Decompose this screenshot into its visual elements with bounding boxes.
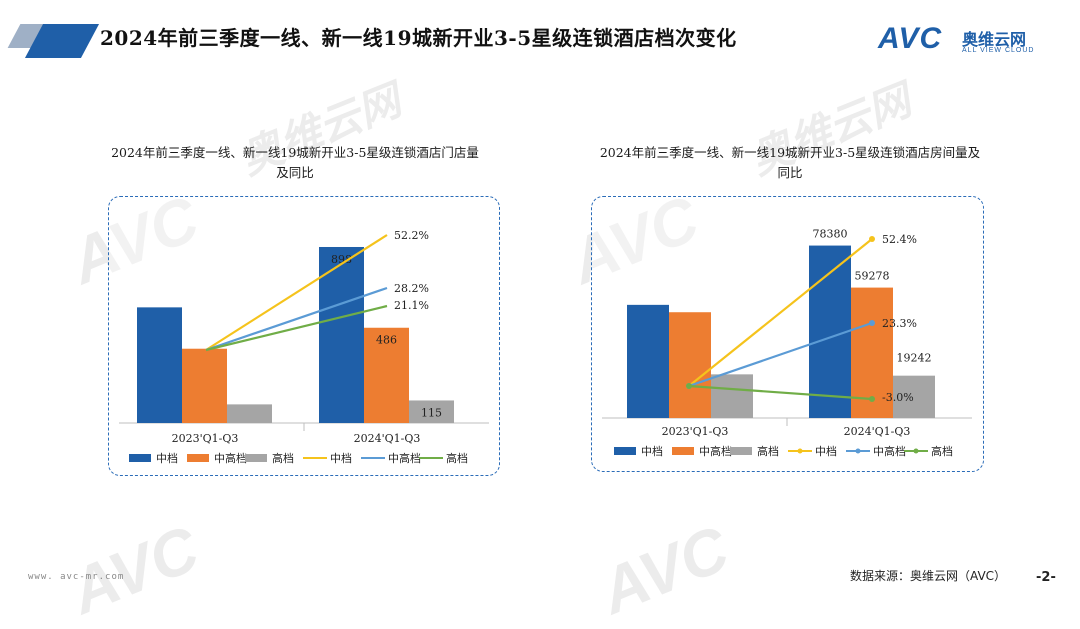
legend-swatch-bar bbox=[245, 454, 267, 462]
legend-swatch-bar bbox=[672, 447, 694, 455]
bar-2-2 bbox=[364, 327, 409, 423]
legend-swatch-bar bbox=[129, 454, 151, 462]
category-label: 2023'Q1-Q3 bbox=[662, 425, 729, 438]
legend-label: 高档 bbox=[446, 451, 468, 465]
chart-box-stores: 2023'Q1-Q3 898 486 115 2024'Q1-Q3 52.2% 28.2% 2… bbox=[108, 196, 500, 476]
legend-swatch-bar bbox=[614, 447, 636, 455]
bar-1-1 bbox=[137, 307, 182, 423]
category-label: 2023'Q1-Q3 bbox=[172, 432, 239, 445]
category-label: 2024'Q1-Q3 bbox=[844, 425, 911, 438]
page-title: 2024年前三季度一线、新一线19城新开业3-5星级连锁酒店档次变化 bbox=[100, 26, 737, 50]
legend-label: 中高档 bbox=[214, 451, 247, 465]
bar-value-label: 19242 bbox=[897, 352, 932, 365]
bar-value-label: 115 bbox=[421, 406, 442, 419]
page-number: -2- bbox=[1036, 570, 1056, 585]
bar-1-1 bbox=[627, 304, 669, 418]
logo-cn: 奥维云网 bbox=[962, 30, 1027, 49]
growth-point bbox=[869, 236, 875, 242]
legend-swatch-marker bbox=[797, 448, 803, 454]
legend-label: 中档 bbox=[815, 444, 837, 458]
growth-label: 28.2% bbox=[394, 282, 429, 295]
chart-rooms: 2023'Q1-Q3 78380 59278 19242 2024'Q1-Q3 52.4%… bbox=[602, 228, 972, 458]
growth-line bbox=[205, 286, 388, 352]
legend-label: 中档 bbox=[641, 444, 663, 458]
chart-title-stores: 2024年前三季度一线、新一线19城新开业3-5星级连锁酒店门店量及同比 bbox=[111, 145, 479, 180]
header-bar: 2024年前三季度一线、新一线19城新开业3-5星级连锁酒店档次变化 AVC 奥… bbox=[0, 0, 1080, 75]
growth-label: 52.4% bbox=[882, 233, 917, 246]
bar-value-label: 78380 bbox=[813, 228, 848, 241]
growth-label: 52.2% bbox=[394, 229, 429, 242]
chart-title-rooms: 2024年前三季度一线、新一线19城新开业3-5星级连锁酒店房间量及同比 bbox=[599, 145, 981, 180]
growth-label: 21.1% bbox=[394, 299, 429, 312]
avc-logo: AVC 奥维云网 ALL VIEW CLOUD bbox=[878, 22, 1048, 60]
bar-3-1 bbox=[227, 404, 272, 423]
watermark-5: AVC bbox=[60, 512, 209, 628]
legend-label: 高档 bbox=[272, 451, 294, 465]
bar-value-label: 486 bbox=[376, 334, 397, 347]
logo-en: ALL VIEW CLOUD bbox=[962, 47, 1035, 54]
legend-label: 高档 bbox=[931, 444, 953, 458]
legend-label: 中高档 bbox=[388, 451, 421, 465]
legend-label: 中档 bbox=[330, 451, 352, 465]
logo-brand: AVC bbox=[878, 22, 943, 55]
footer-url: www. avc-mr.com bbox=[28, 572, 125, 582]
bar-3-2 bbox=[893, 375, 935, 418]
bar-3-2 bbox=[409, 400, 454, 423]
legend-swatch-bar bbox=[187, 454, 209, 462]
growth-point bbox=[869, 396, 875, 402]
growth-label: 23.3% bbox=[882, 317, 917, 330]
bar-2-1 bbox=[669, 312, 711, 418]
growth-line bbox=[688, 321, 873, 388]
legend-swatch-marker bbox=[855, 448, 861, 454]
growth-point bbox=[686, 383, 692, 389]
bar-3-1 bbox=[711, 374, 753, 418]
legend-label: 中高档 bbox=[873, 444, 906, 458]
bar-1-2 bbox=[319, 246, 364, 423]
bar-value-label: 59278 bbox=[855, 270, 890, 283]
legend-swatch-bar bbox=[730, 447, 752, 455]
growth-line bbox=[205, 304, 388, 352]
growth-label: -3.0% bbox=[882, 391, 914, 404]
bar-value-label: 898 bbox=[331, 253, 352, 266]
chart-box-rooms: 2023'Q1-Q3 78380 59278 19242 2024'Q1-Q3 52.4%… bbox=[591, 196, 984, 472]
category-label: 2024'Q1-Q3 bbox=[354, 432, 421, 445]
growth-point bbox=[869, 320, 875, 326]
growth-line bbox=[688, 238, 873, 387]
legend-label: 中档 bbox=[156, 451, 178, 465]
legend-label: 高档 bbox=[757, 444, 779, 458]
growth-line bbox=[205, 234, 388, 351]
bar-2-1 bbox=[182, 348, 227, 423]
legend-label: 中高档 bbox=[699, 444, 732, 458]
legend-swatch-marker bbox=[913, 448, 919, 454]
growth-line bbox=[688, 384, 873, 401]
data-source: 数据来源：奥维云网（AVC） bbox=[850, 569, 1007, 583]
watermark-6: AVC bbox=[590, 512, 739, 628]
